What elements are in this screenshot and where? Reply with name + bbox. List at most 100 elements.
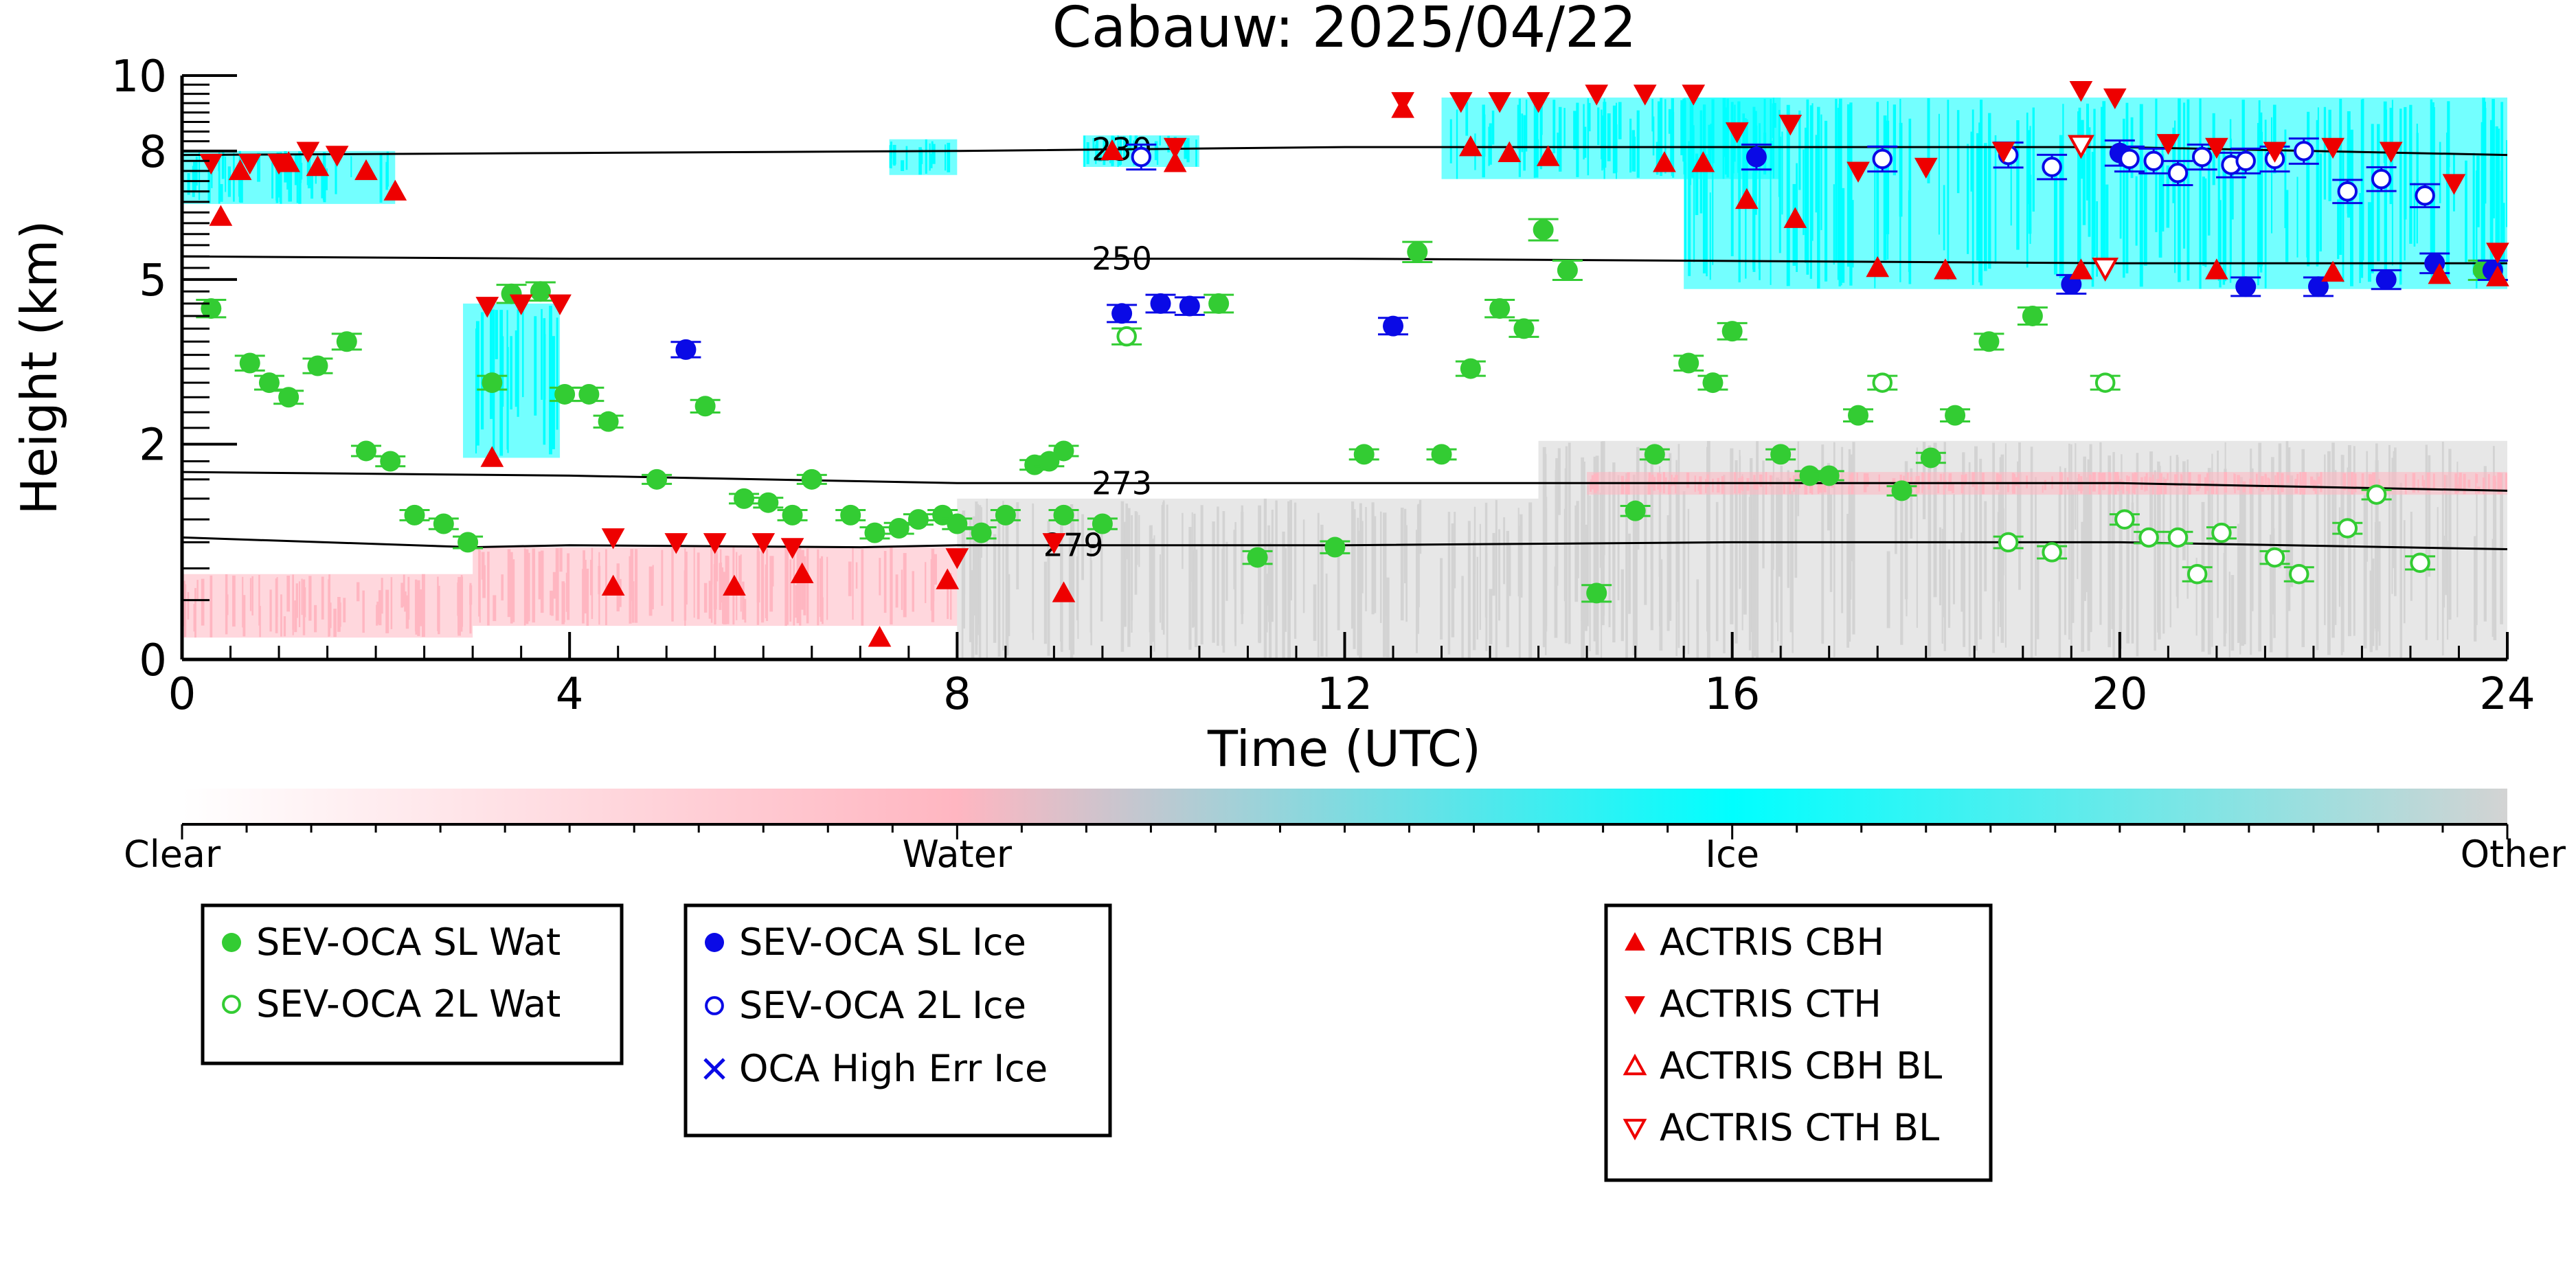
cloud-streak (1867, 477, 1869, 486)
cloud-streak (1131, 573, 1133, 633)
cloud-streak (390, 577, 393, 629)
data-point (2211, 522, 2232, 543)
cloud-streak (1976, 133, 1980, 261)
data-point (1489, 298, 1511, 319)
cloud-streak (661, 550, 664, 606)
cloud-streak (1465, 102, 1469, 136)
cloud-streak (2338, 507, 2341, 607)
isotherm-279 (182, 536, 2507, 550)
cloud-streak (1673, 477, 1675, 486)
data-point (2103, 88, 2127, 110)
cloud-streak (1939, 527, 1942, 606)
cloud-streak (2264, 473, 2267, 485)
cloud-streak (2119, 145, 2122, 239)
cloud-streak (2301, 449, 2305, 648)
y-tick-label: 2 (139, 420, 167, 471)
cloud-streak (1289, 499, 1292, 601)
cloud-streak (947, 142, 951, 172)
cloud-streak (1941, 528, 1943, 644)
cloud-streak (322, 172, 324, 194)
legend-frame (683, 903, 1112, 1138)
cloud-streak (1677, 444, 1680, 648)
cloud-streak (715, 550, 718, 580)
cloud-streak (1159, 135, 1161, 146)
data-point (530, 281, 551, 302)
cloud-streak (1900, 484, 1903, 645)
cloud-streak (1997, 512, 1999, 637)
cloud-streak (2091, 152, 2094, 287)
cloud-streak (1601, 441, 1603, 659)
cloud-streak (219, 183, 223, 202)
data-point (2289, 563, 2309, 585)
data-point (1866, 256, 1890, 278)
data-point (2167, 527, 2189, 548)
cloud-streak (2123, 118, 2125, 278)
data-point (868, 626, 892, 647)
cloud-streak (543, 318, 546, 445)
cloud-streak (1715, 501, 1719, 642)
cloud-streak (1660, 98, 1663, 177)
cloud-streak (1970, 131, 1974, 192)
cloud-streak (1563, 108, 1566, 147)
cloud-streak (1833, 184, 1835, 265)
cloud-streak (2017, 461, 2019, 548)
cloud-streak (1373, 516, 1377, 613)
cloud-streak (1675, 479, 1677, 494)
cloud-streak (2257, 123, 2259, 286)
colorbar-label-other: Other (2461, 833, 2566, 876)
cloud-streak (405, 595, 409, 629)
cloud-streak (2027, 130, 2031, 205)
cloud-streak (1536, 139, 1539, 167)
cloud-streak (1928, 473, 1930, 490)
cloud-streak (2112, 452, 2115, 658)
cloud-layer (182, 97, 2507, 659)
cloud-streak (407, 576, 410, 620)
cloud-streak (2207, 141, 2211, 236)
cloud-streak (2032, 107, 2035, 212)
cloud-streak (697, 552, 700, 620)
cloud-streak (2231, 161, 2234, 220)
cloud-streak (2290, 475, 2294, 587)
cloud-streak (1848, 485, 1850, 495)
cloud-streak (517, 309, 519, 417)
cloud-streak (2273, 556, 2276, 638)
cloud-streak (1798, 110, 1801, 190)
cloud-streak (515, 330, 517, 407)
cloud-streak (2487, 474, 2490, 492)
cloud-streak (1755, 482, 1759, 490)
cloud-streak (1608, 471, 1611, 628)
cloud-streak (1492, 532, 1495, 596)
data-point (2263, 142, 2287, 163)
cloud-streak (1806, 99, 1809, 275)
cloud-streak (1730, 448, 1734, 624)
cloud-streak (457, 580, 460, 634)
cloud-streak (227, 166, 231, 197)
cloud-streak (1667, 515, 1670, 631)
series-sev-oca-sl-ice (670, 139, 2508, 360)
cloud-streak (242, 595, 246, 637)
cloud-streak (1517, 104, 1519, 150)
cloud-streak (2062, 104, 2064, 286)
cloud-streak (1601, 526, 1605, 616)
data-point (1324, 536, 1346, 558)
cloud-streak (1706, 440, 1710, 659)
cloud-streak (507, 549, 511, 618)
cloud-streak (890, 547, 893, 625)
data-point (475, 297, 499, 318)
cloud-streak (742, 581, 745, 620)
cloud-streak (1803, 149, 1805, 236)
cloud-streak (2105, 184, 2109, 278)
cloud-streak (2101, 106, 2103, 267)
cloud-streak (357, 582, 360, 602)
cloud-streak (1612, 105, 1616, 174)
cloud-streak (2241, 488, 2245, 646)
cloud-streak (803, 556, 806, 615)
legend-label: ACTRIS CBH BL (1660, 1044, 1942, 1087)
colorbar-label-ice: Ice (1705, 833, 1759, 876)
cloud-streak (2188, 472, 2191, 495)
data-point (1053, 504, 1074, 526)
cloud-streak (1127, 508, 1131, 647)
data-point (2042, 542, 2062, 563)
data-point (1799, 465, 1820, 486)
x-tick-label: 8 (943, 669, 971, 720)
